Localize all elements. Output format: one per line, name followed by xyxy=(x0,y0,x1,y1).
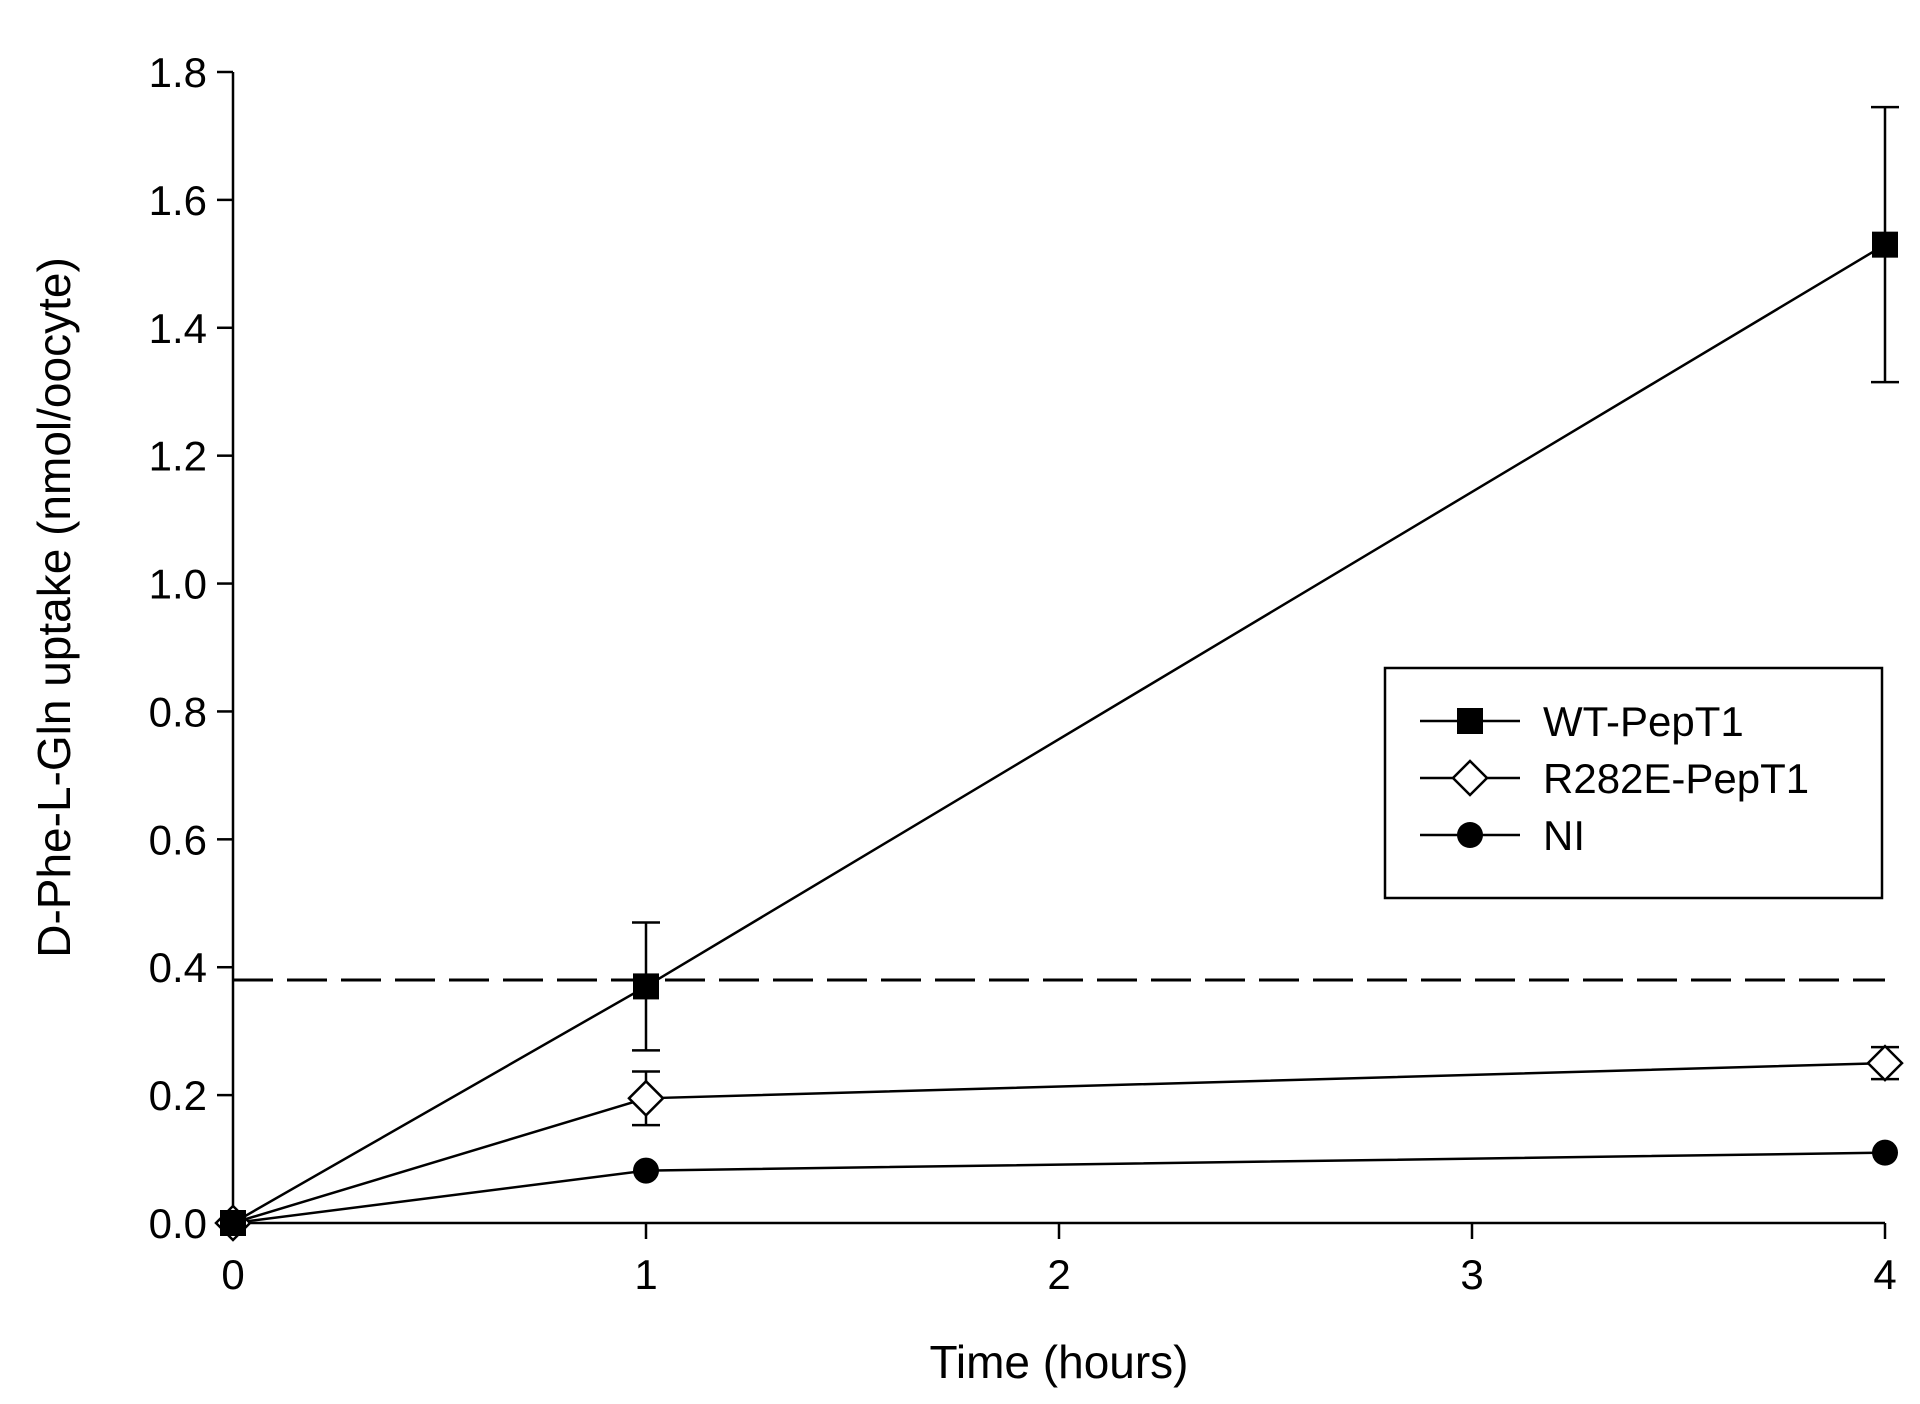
legend-label: R282E-PepT1 xyxy=(1543,755,1809,802)
data-point xyxy=(220,1210,246,1236)
legend-marker xyxy=(1451,759,1489,797)
legend-marker xyxy=(1457,822,1483,848)
y-tick-label: 1.4 xyxy=(149,305,207,352)
y-tick-label: 1.2 xyxy=(149,433,207,480)
x-tick-label: 1 xyxy=(634,1251,657,1298)
markers-group xyxy=(214,231,1904,1242)
legend-label: NI xyxy=(1543,812,1585,859)
legend-label: WT-PepT1 xyxy=(1543,698,1744,745)
series-line-1 xyxy=(232,1061,1886,1225)
data-point xyxy=(1872,231,1898,258)
y-tick-label: 0.8 xyxy=(149,688,207,735)
axis-ticks: 0.0 0.2 0.4 0.6 0.8 1.0 1.2 1.4 1.6 1.8 0 1 2 3 4 xyxy=(149,49,1897,1298)
x-axis-title: Time (hours) xyxy=(930,1336,1189,1388)
legend-marker xyxy=(1457,708,1483,734)
y-tick-label: 1.6 xyxy=(149,177,207,224)
x-tick-label: 3 xyxy=(1460,1251,1483,1298)
series-group xyxy=(232,105,1899,1225)
data-point xyxy=(633,1157,659,1184)
series-line-2 xyxy=(232,1151,1886,1225)
legend: WT-PepT1 R282E-PepT1 NI xyxy=(1383,666,1884,900)
data-point xyxy=(633,973,659,1000)
y-tick-label: 0.2 xyxy=(149,1072,207,1119)
y-tick-label: 0.0 xyxy=(149,1200,207,1247)
y-tick-label: 0.6 xyxy=(149,816,207,863)
data-point xyxy=(627,1079,665,1118)
axes xyxy=(231,72,1885,1225)
x-tick-label: 4 xyxy=(1873,1251,1896,1298)
data-point xyxy=(1866,1044,1904,1082)
y-axis-title: D-Phe-L-Gln uptake (nmol/oocyte) xyxy=(28,257,80,958)
x-tick-label: 0 xyxy=(221,1251,244,1298)
y-tick-label: 1.0 xyxy=(149,561,207,608)
y-tick-label: 1.8 xyxy=(149,49,207,96)
y-tick-label: 0.4 xyxy=(149,944,207,991)
data-point xyxy=(1872,1139,1898,1166)
x-tick-label: 2 xyxy=(1047,1251,1070,1298)
